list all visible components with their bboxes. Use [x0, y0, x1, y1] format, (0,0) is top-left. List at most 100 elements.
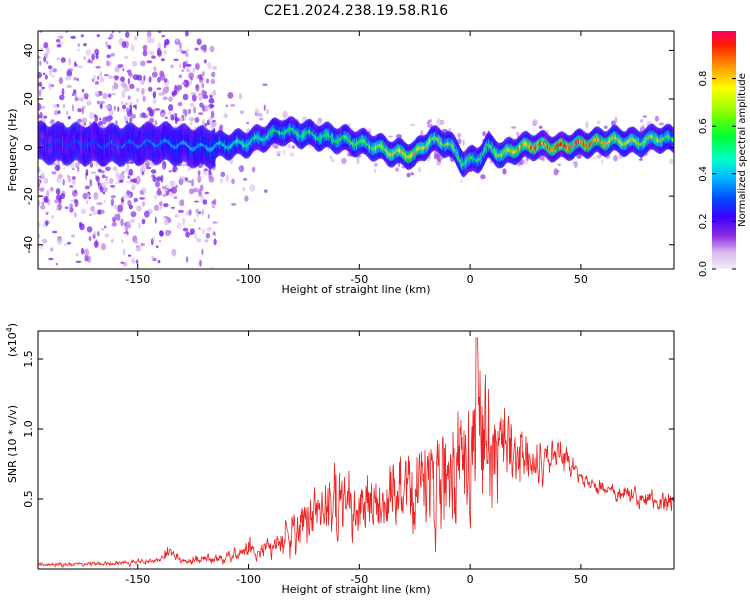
- noise-cell: [175, 39, 178, 42]
- noise-cell: [117, 106, 120, 112]
- noise-cell: [157, 42, 162, 49]
- noise-cell: [173, 58, 179, 61]
- noise-cell: [198, 189, 202, 196]
- noise-cell: [172, 165, 177, 173]
- noise-cell: [264, 189, 268, 193]
- noise-cell: [287, 144, 292, 149]
- noise-cell: [105, 176, 108, 182]
- noise-cell: [160, 58, 165, 62]
- noise-cell: [178, 284, 182, 288]
- noise-cell: [82, 192, 88, 200]
- noise-cell: [203, 276, 209, 279]
- noise-cell: [642, 124, 645, 131]
- noise-cell: [156, 47, 162, 56]
- noise-cell: [149, 117, 155, 123]
- noise-cell: [192, 67, 196, 74]
- noise-cell: [448, 128, 452, 131]
- noise-cell: [162, 285, 165, 291]
- noise-cell: [163, 78, 168, 83]
- x-tick-label: -150: [125, 573, 150, 586]
- noise-cell: [105, 60, 110, 67]
- noise-cell: [182, 179, 186, 182]
- noise-cell: [45, 60, 49, 65]
- noise-cell: [212, 231, 216, 235]
- noise-cell: [201, 89, 205, 97]
- noise-cell: [156, 87, 162, 90]
- noise-cell: [538, 125, 543, 129]
- noise-cell: [427, 159, 430, 163]
- noise-cell: [207, 61, 212, 70]
- noise-cell: [55, 188, 61, 195]
- noise-cell: [210, 110, 215, 119]
- noise-cell: [42, 222, 46, 228]
- noise-cell: [211, 71, 216, 78]
- noise-cell: [225, 174, 229, 183]
- noise-cell: [108, 75, 113, 79]
- noise-cell: [187, 180, 192, 183]
- noise-cell: [41, 238, 48, 244]
- noise-cell: [249, 184, 256, 192]
- noise-cell: [153, 204, 160, 211]
- noise-cell: [642, 115, 648, 118]
- noise-cell: [194, 117, 200, 123]
- noise-cell: [366, 128, 372, 132]
- y-tick-label: 0: [22, 144, 35, 151]
- noise-cell: [194, 47, 199, 51]
- noise-cell: [189, 79, 193, 85]
- noise-cell: [356, 157, 360, 165]
- noise-cell: [157, 259, 161, 264]
- noise-cell: [153, 66, 157, 72]
- noise-cell: [73, 89, 77, 94]
- noise-cell: [77, 166, 80, 172]
- noise-cell: [188, 320, 192, 322]
- noise-cell: [129, 117, 133, 123]
- noise-cell: [43, 42, 49, 49]
- noise-cell: [210, 78, 216, 85]
- noise-cell: [157, 187, 162, 195]
- noise-cell: [49, 120, 54, 124]
- noise-cell: [134, 104, 137, 110]
- noise-cell: [123, 0, 126, 2]
- noise-cell: [433, 153, 440, 160]
- noise-cell: [182, 61, 186, 69]
- noise-cell: [162, 193, 167, 197]
- noise-cell: [141, 218, 146, 225]
- noise-cell: [133, 240, 139, 244]
- noise-cell: [71, 92, 75, 97]
- noise-cell: [43, 115, 48, 119]
- noise-cell: [282, 149, 285, 155]
- noise-cell: [108, 109, 114, 116]
- noise-cell: [68, 57, 72, 66]
- noise-cell: [105, 181, 110, 184]
- x-tick-label: -50: [350, 573, 368, 586]
- noise-cell: [148, 110, 154, 117]
- noise-cell: [211, 297, 215, 300]
- noise-cell: [102, 92, 108, 99]
- noise-cell: [573, 160, 578, 169]
- noise-cell: [174, 84, 178, 93]
- noise-cell: [242, 187, 245, 191]
- noise-cell: [614, 116, 618, 124]
- colorbar-label: Normalized spectral amplitude: [737, 73, 748, 227]
- noise-cell: [99, 117, 102, 121]
- noise-cell: [89, 162, 94, 168]
- noise-cell: [93, 231, 97, 237]
- noise-cell: [76, 18, 78, 24]
- noise-cell: [160, 73, 166, 81]
- noise-cell: [94, 48, 100, 55]
- noise-cell: [74, 95, 78, 102]
- noise-cell: [39, 60, 42, 66]
- y-tick-label: 40: [22, 43, 35, 57]
- spectrogram-marks: [38, 0, 674, 322]
- noise-cell: [156, 176, 162, 182]
- noise-cell: [90, 171, 97, 174]
- noise-cell: [89, 213, 92, 216]
- noise-cell: [388, 135, 393, 138]
- noise-cell: [139, 11, 142, 14]
- noise-cell: [73, 212, 77, 218]
- noise-cell: [246, 121, 250, 125]
- noise-cell: [170, 114, 175, 121]
- noise-cell: [238, 165, 245, 173]
- noise-cell: [239, 110, 244, 115]
- noise-cell: [129, 83, 135, 90]
